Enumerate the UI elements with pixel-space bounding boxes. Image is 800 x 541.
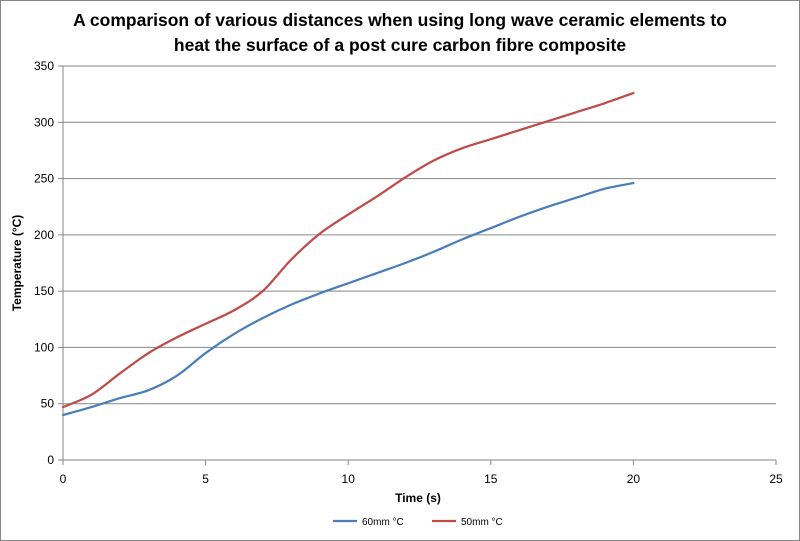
y-tick-label: 250 [34, 172, 54, 186]
y-axis-title: Temperature (°C) [10, 215, 24, 312]
y-tick-label: 0 [47, 453, 54, 467]
legend-label-2: 50mm °C [461, 517, 503, 528]
chart-title-line-2: heat the surface of a post cure carbon f… [173, 35, 627, 55]
gridlines [63, 65, 776, 405]
y-tick-label: 350 [34, 59, 54, 73]
series-line-1 [61, 181, 635, 417]
legend-label-1: 60mm °C [362, 517, 404, 528]
x-tick-label: 10 [342, 472, 356, 486]
legend: 60mm °C 50mm °C [333, 517, 503, 528]
x-axis-title: Time (s) [395, 491, 441, 505]
y-tick-label: 100 [34, 340, 54, 354]
chart-title: A comparison of various distances when u… [20, 8, 780, 58]
x-tick-label: 15 [484, 472, 498, 486]
axes [58, 65, 777, 465]
y-tick-label: 50 [41, 397, 55, 411]
x-tick-label: 20 [627, 472, 641, 486]
x-tick-label: 0 [60, 472, 67, 486]
x-tick-label: 25 [769, 472, 783, 486]
y-tick-label: 200 [34, 228, 54, 242]
x-tick-labels: 0 5 10 15 20 25 [60, 472, 783, 486]
chart-title-line-1: A comparison of various distances when u… [73, 10, 727, 30]
y-tick-labels: 0 50 100 150 200 250 300 350 [34, 59, 54, 467]
series-lines [61, 91, 635, 417]
series-line-2 [61, 91, 635, 409]
y-tick-label: 300 [34, 115, 54, 129]
y-tick-label: 150 [34, 284, 54, 298]
x-tick-label: 5 [202, 472, 209, 486]
